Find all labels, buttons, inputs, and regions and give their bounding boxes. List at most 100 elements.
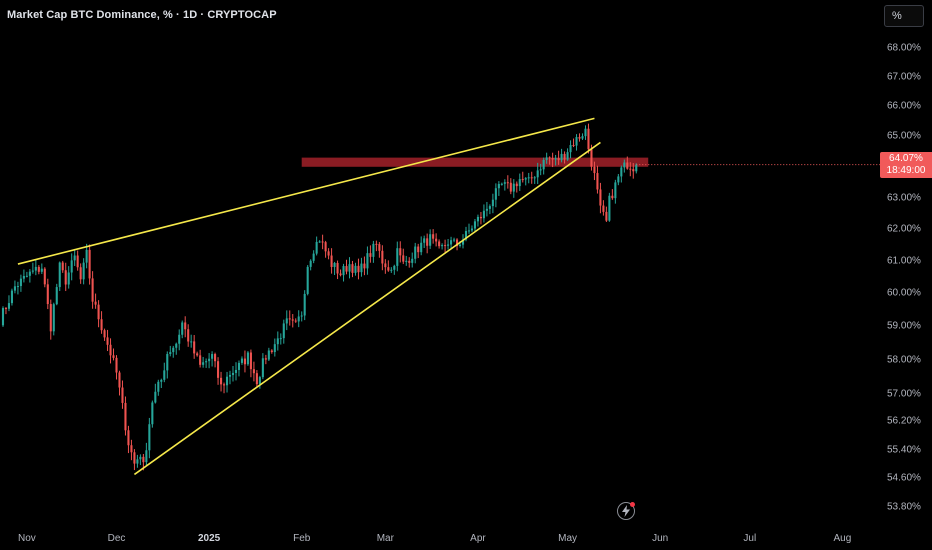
- candle-body: [324, 242, 327, 252]
- candle: [46, 278, 49, 310]
- candle-body: [243, 358, 246, 365]
- candle: [605, 206, 608, 222]
- candle: [375, 240, 378, 252]
- candle-body: [578, 137, 581, 139]
- candle: [348, 257, 351, 279]
- candle-body: [506, 182, 509, 184]
- candle: [55, 283, 58, 306]
- candle: [43, 267, 46, 288]
- candle-body: [67, 272, 70, 285]
- candle: [551, 152, 554, 168]
- candle: [447, 239, 450, 250]
- trendline[interactable]: [133, 141, 601, 476]
- candle-body: [73, 255, 76, 261]
- candle: [249, 349, 252, 378]
- candle-body: [46, 284, 49, 305]
- candle-body: [190, 341, 193, 343]
- candle: [479, 212, 482, 225]
- candle: [602, 200, 605, 216]
- candle-body: [632, 169, 635, 172]
- trendline[interactable]: [17, 117, 595, 265]
- candle-body: [479, 216, 482, 219]
- candle-body: [453, 239, 456, 241]
- candle-body: [330, 255, 333, 268]
- candle-body: [55, 287, 58, 305]
- candle: [112, 348, 115, 361]
- candle-body: [187, 329, 190, 342]
- candle: [148, 417, 151, 459]
- candle-body: [279, 338, 282, 340]
- candle-body: [28, 271, 31, 276]
- candle-body: [228, 374, 232, 377]
- candle: [73, 248, 76, 267]
- candle: [187, 324, 190, 347]
- candle-body: [172, 347, 175, 353]
- candle: [133, 449, 136, 471]
- lightning-icon[interactable]: [617, 502, 635, 520]
- candle: [429, 229, 432, 249]
- candle-body: [348, 264, 351, 272]
- candle: [237, 360, 241, 377]
- candle-body: [264, 358, 267, 360]
- candle: [623, 159, 626, 173]
- candle-body: [635, 164, 638, 172]
- candle: [175, 342, 178, 355]
- candle-body: [357, 265, 360, 273]
- candle: [593, 161, 596, 181]
- candle-body: [252, 369, 255, 374]
- candle-body: [169, 352, 172, 355]
- candle: [25, 271, 28, 278]
- candle-body: [530, 177, 533, 179]
- candle: [500, 182, 503, 186]
- scale-toggle-button[interactable]: %: [884, 5, 924, 27]
- candle: [327, 248, 330, 260]
- candle: [408, 257, 411, 268]
- candle: [228, 370, 232, 385]
- candle: [145, 442, 148, 466]
- candle-body: [52, 304, 55, 332]
- candle: [575, 134, 578, 151]
- candle: [473, 218, 477, 233]
- candle-body: [231, 372, 235, 375]
- candle: [61, 260, 64, 273]
- candle: [109, 338, 112, 364]
- candle: [139, 454, 142, 466]
- candle: [172, 345, 175, 358]
- candle: [127, 425, 130, 454]
- candle-body: [602, 205, 605, 212]
- candle: [387, 260, 390, 272]
- candle-body: [599, 189, 602, 206]
- candle: [539, 163, 542, 176]
- candle: [470, 225, 474, 233]
- candle-body: [629, 168, 632, 170]
- candle-body: [97, 304, 100, 320]
- candle-body: [267, 350, 270, 360]
- candle-body: [234, 369, 238, 373]
- candle-body: [246, 352, 249, 365]
- candle: [276, 331, 279, 351]
- candle: [414, 242, 417, 264]
- candle-body: [249, 352, 252, 370]
- candle: [31, 262, 34, 274]
- resistance-zone[interactable]: [301, 157, 649, 167]
- candle-body: [261, 358, 264, 378]
- candle-body: [34, 266, 37, 271]
- candle-body: [193, 341, 196, 354]
- candle-body: [500, 183, 503, 185]
- candle: [285, 310, 288, 331]
- candle: [97, 300, 100, 328]
- last-price-badge: 64.07% 18:49:00: [880, 151, 932, 178]
- candle: [581, 133, 584, 141]
- candle-body: [1, 308, 5, 326]
- candle-body: [623, 162, 626, 168]
- candle: [19, 274, 22, 292]
- candle: [190, 334, 193, 348]
- candle-body: [22, 276, 25, 279]
- candle: [166, 351, 169, 379]
- candle-body: [127, 430, 130, 446]
- candle-body: [593, 166, 596, 174]
- candle: [324, 240, 327, 258]
- y-tick-label: 61.00%: [887, 255, 921, 267]
- candle: [378, 242, 381, 258]
